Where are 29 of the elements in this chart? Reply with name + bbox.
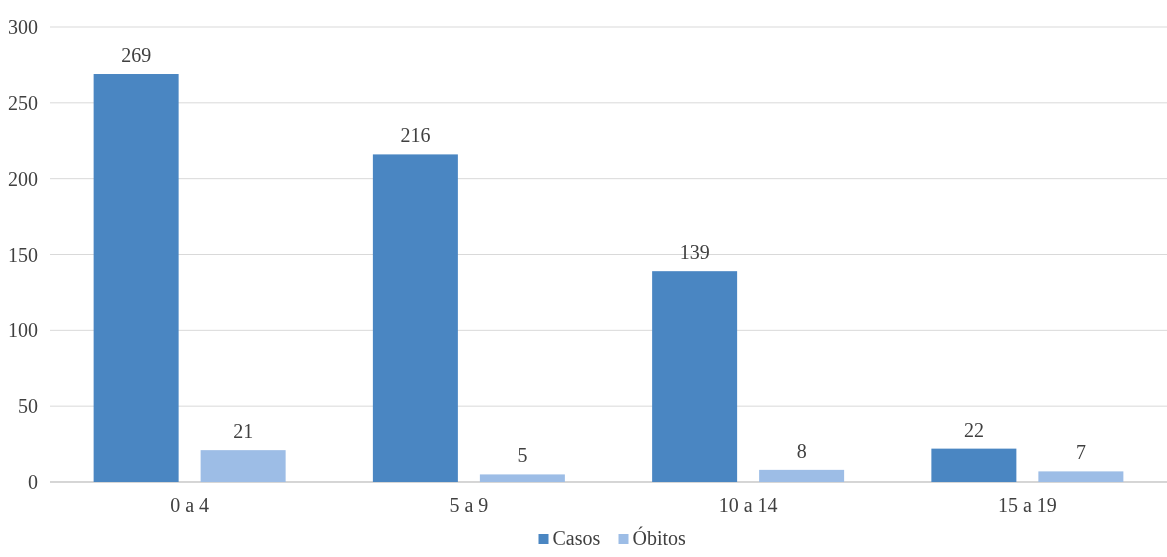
data-label: 7 <box>1075 441 1086 464</box>
y-tick-label: 50 <box>18 395 38 418</box>
bar <box>652 271 738 482</box>
y-tick-label: 0 <box>28 471 38 493</box>
data-label: 139 <box>679 241 710 264</box>
x-tick-label: 10 a 14 <box>718 494 778 516</box>
bar <box>200 450 286 482</box>
bar <box>931 448 1017 482</box>
legend-label: Óbitos <box>632 526 687 549</box>
bar <box>372 154 458 482</box>
bar <box>479 474 565 482</box>
data-label: 269 <box>121 44 152 67</box>
legend-label: Casos <box>552 527 601 549</box>
y-tick-label: 250 <box>8 91 38 114</box>
data-label: 8 <box>796 439 807 462</box>
bar <box>1038 471 1124 482</box>
x-tick-label: 15 a 19 <box>997 494 1057 516</box>
y-tick-label: 300 <box>8 16 38 38</box>
data-label: 22 <box>963 418 984 441</box>
x-tick-label: 0 a 4 <box>170 494 210 516</box>
bar <box>759 469 845 482</box>
x-tick-label: 5 a 9 <box>449 494 489 516</box>
data-label: 5 <box>517 444 528 467</box>
y-tick-label: 200 <box>8 167 38 190</box>
bar <box>93 74 179 482</box>
data-label: 21 <box>233 420 254 443</box>
data-label: 216 <box>400 124 431 147</box>
y-tick-label: 100 <box>8 319 38 342</box>
y-tick-label: 150 <box>8 243 38 266</box>
